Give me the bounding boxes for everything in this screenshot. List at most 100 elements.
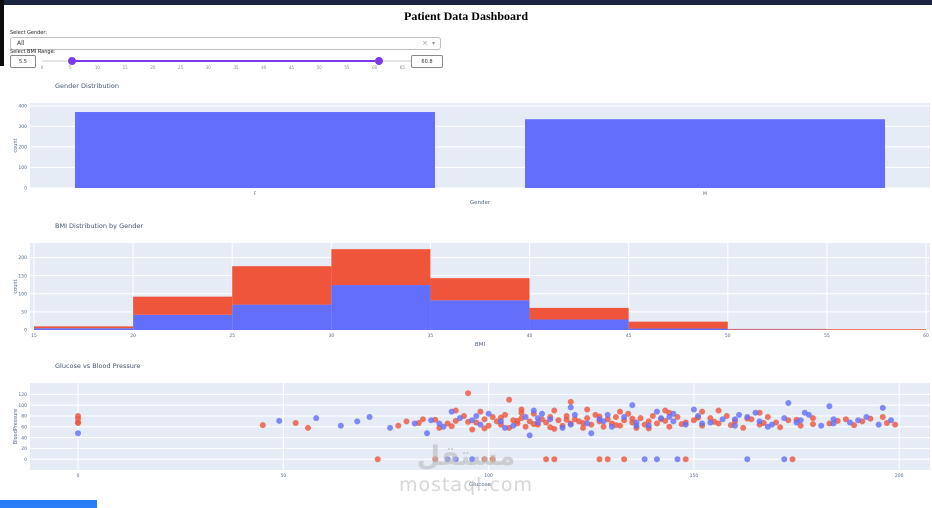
scatter-point-M[interactable] — [645, 422, 652, 429]
scatter-point-F[interactable] — [522, 423, 529, 430]
scatter-point-M[interactable] — [695, 412, 702, 419]
scatter-point-F[interactable] — [580, 424, 587, 431]
scatter-point-F[interactable] — [551, 407, 558, 414]
scatter-point-F[interactable] — [612, 414, 619, 421]
scatter-point-F[interactable] — [481, 425, 488, 432]
scatter-point-M[interactable] — [879, 404, 886, 411]
scatter-point-M[interactable] — [826, 403, 833, 410]
scatter-point-M[interactable] — [731, 416, 738, 423]
scatter-point-M[interactable] — [756, 418, 763, 425]
scatter-point-M[interactable] — [526, 432, 533, 439]
bmi-bin-M[interactable] — [430, 300, 530, 330]
scatter-point-F[interactable] — [584, 415, 591, 422]
scatter-point-F[interactable] — [637, 415, 644, 422]
scatter-point-M[interactable] — [75, 430, 82, 437]
scatter-point-F[interactable] — [481, 416, 488, 423]
scatter-point-M[interactable] — [502, 424, 509, 431]
bmi-bin-F[interactable] — [430, 278, 530, 301]
scatter-point-F[interactable] — [395, 422, 402, 429]
scatter-point-M[interactable] — [424, 430, 431, 437]
gender-dropdown[interactable]: All × ▾ — [10, 37, 441, 50]
scatter-point-F[interactable] — [75, 419, 82, 426]
scatter-point-M[interactable] — [801, 409, 808, 416]
scatter-point-M[interactable] — [797, 417, 804, 424]
scatter-point-M[interactable] — [736, 411, 743, 418]
scatter-point-M[interactable] — [699, 420, 706, 427]
gender-distribution-chart[interactable]: 0 100 200 300 400 F M Gender count — [8, 98, 932, 210]
scatter-point-F[interactable] — [740, 424, 747, 431]
scatter-point-M[interactable] — [863, 414, 870, 421]
bmi-range-slider[interactable]: 0 5 10 15 20 25 30 35 40 45 50 55 60 65 — [41, 55, 414, 71]
glucose-bp-scatter-chart[interactable]: 0 20 40 60 80 100 120 0 50 100 150 200 Glucose BloodP… — [8, 378, 932, 492]
scatter-point-F[interactable] — [699, 408, 706, 415]
scatter-point-M[interactable] — [510, 422, 517, 429]
scatter-point-F[interactable] — [629, 415, 636, 422]
scatter-point-M[interactable] — [690, 406, 697, 413]
scatter-point-F[interactable] — [596, 456, 603, 463]
scatter-point-F[interactable] — [879, 414, 886, 421]
scatter-point-F[interactable] — [292, 419, 299, 426]
bmi-bin-M[interactable] — [331, 285, 431, 330]
scatter-point-F[interactable] — [419, 416, 426, 423]
scatter-point-F[interactable] — [645, 418, 652, 425]
scatter-point-F[interactable] — [764, 414, 771, 421]
scatter-point-F[interactable] — [543, 456, 550, 463]
scatter-point-F[interactable] — [563, 416, 570, 423]
scatter-point-M[interactable] — [629, 402, 636, 409]
chevron-down-icon[interactable]: ▾ — [431, 39, 435, 47]
scatter-point-M[interactable] — [830, 416, 837, 423]
scatter-point-F[interactable] — [584, 406, 591, 413]
scatter-point-M[interactable] — [436, 420, 443, 427]
scatter-point-M[interactable] — [444, 456, 451, 463]
scatter-point-M[interactable] — [366, 414, 373, 421]
scatter-point-M[interactable] — [547, 416, 554, 423]
scatter-point-F[interactable] — [600, 423, 607, 430]
scatter-point-M[interactable] — [469, 417, 476, 424]
scatter-point-M[interactable] — [452, 456, 459, 463]
scatter-point-M[interactable] — [538, 410, 545, 417]
scatter-point-F[interactable] — [674, 414, 681, 421]
scatter-point-M[interactable] — [707, 419, 714, 426]
scatter-point-M[interactable] — [785, 399, 792, 406]
scatter-point-F[interactable] — [374, 456, 381, 463]
bmi-bin-F[interactable] — [727, 328, 827, 330]
bmi-bin-F[interactable] — [529, 307, 629, 320]
scatter-point-M[interactable] — [354, 418, 361, 425]
scatter-point-F[interactable] — [489, 414, 496, 421]
scatter-point-M[interactable] — [875, 421, 882, 428]
scatter-point-F[interactable] — [518, 409, 525, 416]
slider-handle-low[interactable] — [68, 57, 77, 65]
scatter-point-F[interactable] — [617, 408, 624, 415]
bmi-bin-F[interactable] — [628, 321, 728, 329]
scatter-point-M[interactable] — [411, 420, 418, 427]
scatter-point-M[interactable] — [337, 422, 344, 429]
scatter-point-M[interactable] — [473, 412, 480, 419]
bmi-bin-M[interactable] — [529, 319, 629, 330]
scatter-point-M[interactable] — [674, 456, 681, 463]
scatter-point-F[interactable] — [432, 456, 439, 463]
scatter-point-M[interactable] — [744, 456, 751, 463]
scatter-point-F[interactable] — [653, 420, 660, 427]
slider-track[interactable] — [72, 60, 380, 62]
scatter-point-M[interactable] — [653, 456, 660, 463]
bmi-bin-M[interactable] — [133, 314, 233, 330]
scatter-point-F[interactable] — [493, 418, 500, 425]
bmi-bin-M[interactable] — [232, 304, 332, 330]
scatter-point-M[interactable] — [658, 415, 665, 422]
scatter-point-F[interactable] — [797, 422, 804, 429]
scatter-point-M[interactable] — [608, 423, 615, 430]
scatter-point-M[interactable] — [666, 414, 673, 421]
scatter-point-M[interactable] — [764, 423, 771, 430]
scatter-point-F[interactable] — [469, 426, 476, 433]
scatter-point-F[interactable] — [465, 390, 472, 397]
scatter-point-M[interactable] — [559, 424, 566, 431]
scatter-point-M[interactable] — [752, 409, 759, 416]
scatter-point-M[interactable] — [744, 414, 751, 421]
scatter-point-F[interactable] — [543, 419, 550, 426]
bmi-bin-F[interactable] — [232, 266, 332, 305]
scatter-point-F[interactable] — [403, 418, 410, 425]
scatter-point-F[interactable] — [481, 456, 488, 463]
scatter-point-F[interactable] — [259, 422, 266, 429]
bmi-bin-M[interactable] — [33, 328, 134, 330]
scatter-point-M[interactable] — [448, 408, 455, 415]
